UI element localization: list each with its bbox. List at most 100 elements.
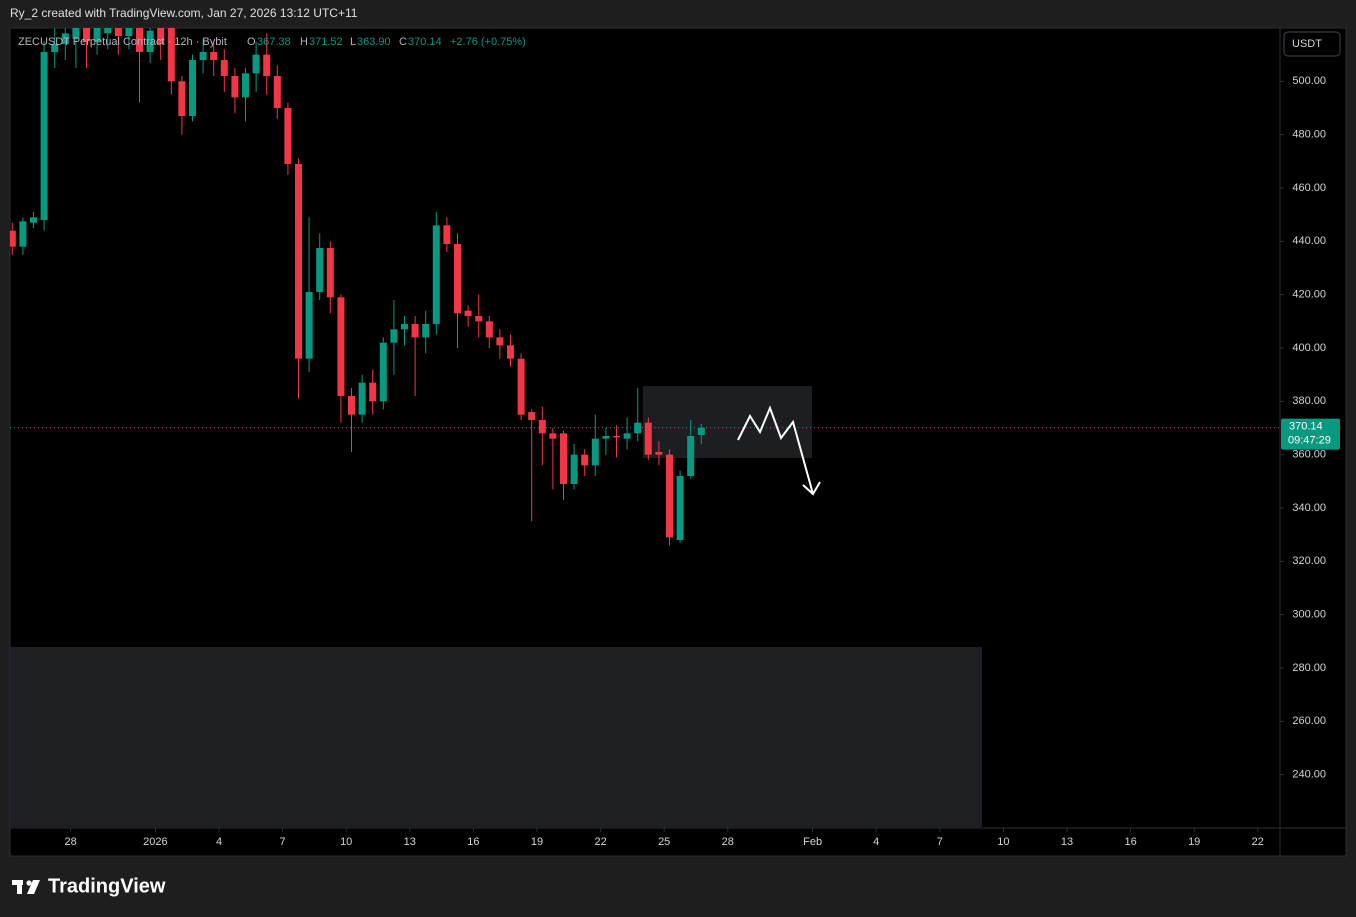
candle-body: [252, 54, 260, 74]
candle-body: [199, 52, 207, 60]
candle-body: [401, 324, 408, 330]
candle-body: [284, 108, 292, 164]
x-tick-label: 16: [467, 836, 479, 848]
candle-body: [83, 28, 90, 42]
candle-body: [358, 382, 366, 415]
candle-body: [114, 28, 122, 36]
candle-body: [528, 412, 536, 420]
candle-body: [316, 248, 324, 292]
brand-logo: [12, 880, 40, 894]
demand-zone: [10, 647, 982, 828]
candle-body: [146, 30, 154, 52]
candle-body: [644, 422, 652, 455]
o-label: O: [247, 36, 256, 48]
candle-body: [273, 76, 281, 108]
change: +2.76 (+0.75%): [450, 36, 526, 48]
projection-path: [737, 405, 814, 495]
y-tick-label: 480.00: [1292, 129, 1326, 141]
candle-body: [687, 436, 695, 476]
x-tick-label: Feb: [803, 836, 822, 848]
candle-body: [178, 81, 186, 116]
h-label: H: [300, 36, 308, 48]
x-tick-label: 13: [404, 836, 416, 848]
candle-body: [454, 244, 461, 314]
x-tick-label: 10: [997, 836, 1009, 848]
candle-body: [570, 454, 578, 484]
x-tick-label: 2026: [143, 836, 167, 848]
candle-body: [464, 310, 472, 316]
l-label: L: [350, 36, 356, 48]
candle-body: [676, 476, 684, 540]
candle-body: [10, 230, 16, 247]
supply-zone: [643, 386, 812, 458]
y-tick-label: 300.00: [1292, 609, 1326, 621]
candle-body: [538, 420, 546, 434]
symbol: ZECUSDT Perpetual Contract · 12h · Bybit: [18, 36, 227, 48]
candle-body: [61, 33, 69, 44]
x-tick-label: 13: [1061, 836, 1073, 848]
y-tick-label: 500.00: [1292, 75, 1326, 87]
candle-body: [549, 433, 557, 439]
currency-label[interactable]: USDT: [1292, 38, 1322, 50]
logo-slash: [27, 880, 40, 894]
candle-body: [369, 382, 377, 402]
candle-body: [167, 28, 175, 82]
candle-body: [443, 225, 451, 244]
candle-body: [93, 28, 101, 42]
countdown: 09:47:29: [1288, 435, 1331, 447]
candle-body: [231, 76, 239, 98]
y-tick-label: 440.00: [1292, 235, 1326, 247]
y-tick-label: 320.00: [1292, 555, 1326, 567]
x-tick-label: 19: [1188, 836, 1200, 848]
x-tick-label: 22: [1252, 836, 1264, 848]
projection-arrowhead: [802, 481, 821, 496]
candle-body: [51, 44, 59, 52]
y-tick-label: 400.00: [1292, 342, 1326, 354]
candle-body: [485, 321, 493, 338]
currency-button[interactable]: [1283, 31, 1341, 57]
candle-body: [602, 436, 610, 439]
y-tick-label: 420.00: [1292, 289, 1326, 301]
y-tick-label: 240.00: [1292, 769, 1326, 781]
c-value: 370.14: [408, 36, 442, 48]
y-tick-label: 460.00: [1292, 182, 1326, 194]
x-tick-label: 25: [658, 836, 670, 848]
legend: ZECUSDT Perpetual Contract · 12h · Bybit…: [18, 36, 526, 48]
candle-body: [72, 28, 80, 39]
brand: TradingView: [48, 875, 166, 897]
credit: Ry_2 created with TradingView.com, Jan 2…: [10, 6, 358, 20]
x-tick-label: 28: [722, 836, 734, 848]
candle-body: [104, 28, 112, 34]
candle-body: [30, 217, 37, 223]
candle-body: [581, 454, 589, 466]
candle-body: [326, 248, 334, 298]
logo-stem: [17, 880, 22, 894]
y-tick-label: 260.00: [1292, 715, 1326, 727]
candle-body: [623, 433, 631, 439]
candle-body: [517, 358, 525, 415]
candle-body: [613, 436, 620, 438]
candle-body: [379, 342, 387, 402]
candle-body: [210, 52, 218, 60]
candle-body: [475, 316, 483, 322]
x-tick-label: 10: [340, 836, 352, 848]
candle-body: [220, 60, 228, 76]
candle-body: [136, 28, 143, 52]
o-value: 367.38: [257, 36, 291, 48]
candle-body: [305, 292, 313, 359]
candle-body: [634, 422, 642, 434]
y-tick-label: 340.00: [1292, 502, 1326, 514]
candle-body: [666, 454, 673, 538]
candle-body: [337, 297, 345, 396]
candle-body: [263, 54, 271, 76]
x-tick-label: 28: [64, 836, 76, 848]
c-label: C: [399, 36, 407, 48]
candle-body: [655, 452, 663, 455]
candle-body: [432, 225, 440, 324]
candle-body: [507, 345, 514, 359]
candle-body: [496, 337, 504, 346]
x-tick-label: 4: [216, 836, 222, 848]
x-tick-label: 7: [937, 836, 943, 848]
